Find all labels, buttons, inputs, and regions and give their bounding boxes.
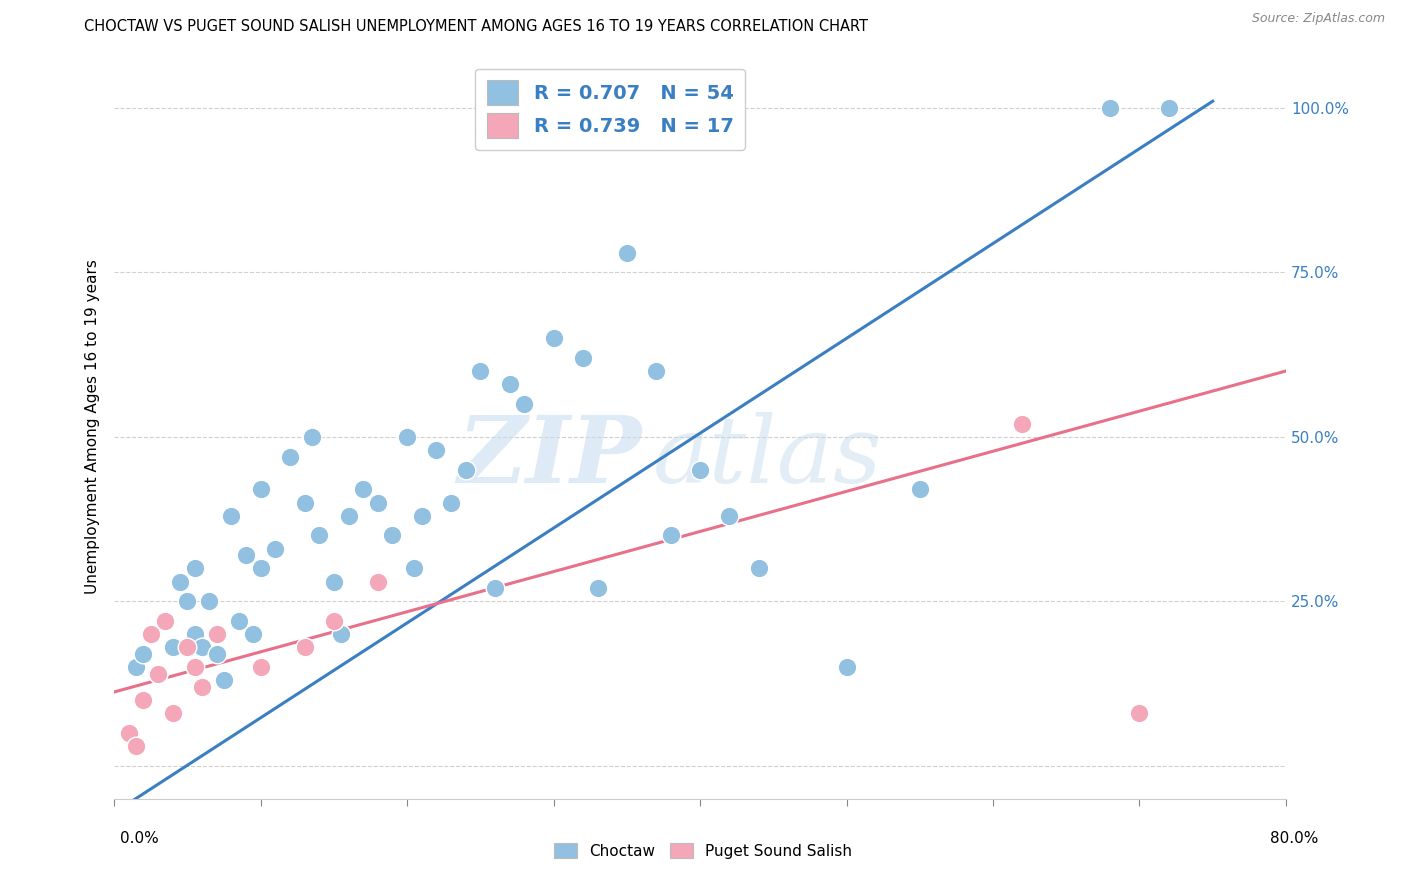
Point: [330, 627, 353, 641]
Point: [235, 548, 257, 562]
Point: [184, 561, 207, 575]
Point: [1011, 417, 1033, 431]
Point: [249, 561, 271, 575]
Point: [322, 614, 344, 628]
Point: [748, 561, 770, 575]
Text: Source: ZipAtlas.com: Source: ZipAtlas.com: [1251, 12, 1385, 25]
Point: [586, 581, 609, 595]
Point: [484, 581, 506, 595]
Point: [425, 442, 447, 457]
Point: [139, 627, 162, 641]
Point: [616, 245, 638, 260]
Point: [198, 594, 221, 608]
Point: [411, 508, 433, 523]
Point: [191, 680, 214, 694]
Point: [294, 495, 316, 509]
Point: [146, 666, 169, 681]
Point: [155, 614, 177, 628]
Point: [125, 739, 148, 753]
Point: [1128, 706, 1150, 720]
Y-axis label: Unemployment Among Ages 16 to 19 years: Unemployment Among Ages 16 to 19 years: [86, 260, 100, 594]
Point: [301, 430, 323, 444]
Point: [396, 430, 419, 444]
Point: [1099, 101, 1122, 115]
Point: [572, 351, 595, 365]
Point: [404, 561, 426, 575]
Point: [645, 364, 668, 378]
Point: [155, 614, 177, 628]
Point: [176, 594, 198, 608]
Point: [228, 614, 250, 628]
Text: 80.0%: 80.0%: [1271, 831, 1319, 846]
Point: [176, 640, 198, 655]
Point: [294, 640, 316, 655]
Point: [367, 574, 389, 589]
Legend: Choctaw, Puget Sound Salish: Choctaw, Puget Sound Salish: [547, 837, 859, 864]
Point: [498, 377, 520, 392]
Point: [543, 331, 565, 345]
Point: [169, 574, 191, 589]
Point: [337, 508, 360, 523]
Point: [718, 508, 741, 523]
Point: [367, 495, 389, 509]
Point: [184, 660, 207, 674]
Point: [659, 528, 682, 542]
Point: [454, 463, 477, 477]
Point: [191, 640, 214, 655]
Point: [139, 627, 162, 641]
Point: [908, 483, 931, 497]
Point: [205, 647, 228, 661]
Point: [132, 693, 155, 707]
Text: 0.0%: 0.0%: [120, 831, 159, 846]
Point: [278, 450, 301, 464]
Point: [221, 508, 243, 523]
Text: CHOCTAW VS PUGET SOUND SALISH UNEMPLOYMENT AMONG AGES 16 TO 19 YEARS CORRELATION: CHOCTAW VS PUGET SOUND SALISH UNEMPLOYME…: [84, 20, 869, 34]
Point: [513, 397, 536, 411]
Point: [249, 483, 271, 497]
Point: [322, 574, 344, 589]
Point: [381, 528, 404, 542]
Point: [470, 364, 492, 378]
Point: [1157, 101, 1180, 115]
Point: [205, 627, 228, 641]
Text: ZIP: ZIP: [457, 412, 641, 501]
Point: [162, 706, 184, 720]
Text: atlas: atlas: [654, 412, 883, 501]
Point: [249, 660, 271, 674]
Point: [440, 495, 463, 509]
Point: [242, 627, 264, 641]
Point: [264, 541, 287, 556]
Point: [125, 660, 148, 674]
Legend: R = 0.707   N = 54, R = 0.739   N = 17: R = 0.707 N = 54, R = 0.739 N = 17: [475, 69, 745, 150]
Point: [212, 673, 235, 688]
Point: [118, 726, 141, 740]
Point: [352, 483, 374, 497]
Point: [184, 627, 207, 641]
Point: [689, 463, 711, 477]
Point: [308, 528, 330, 542]
Point: [146, 666, 169, 681]
Point: [162, 640, 184, 655]
Point: [835, 660, 858, 674]
Point: [132, 647, 155, 661]
